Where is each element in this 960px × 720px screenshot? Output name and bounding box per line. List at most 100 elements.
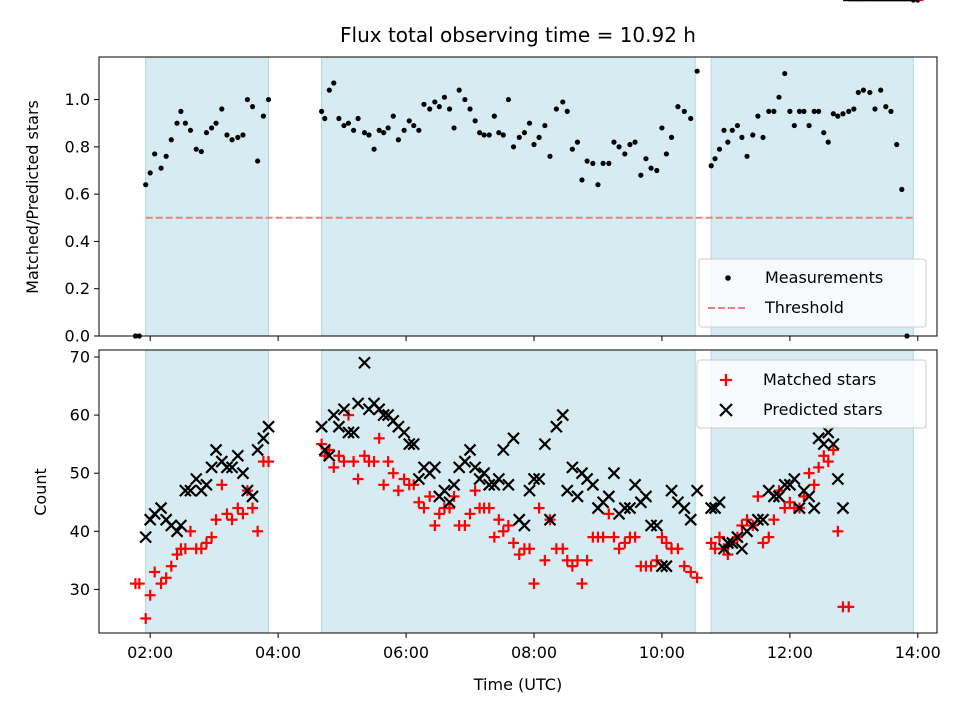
measurement-point (708, 163, 714, 169)
predicted-star-point (179, 484, 192, 497)
matched-star-point (338, 456, 350, 468)
matched-star-point (469, 485, 481, 497)
measurement-point (467, 106, 473, 112)
matched-star-point (803, 467, 815, 479)
measurement-point (385, 125, 391, 131)
x-tick-label: 12:00 (767, 643, 813, 662)
matched-star-point (619, 537, 631, 549)
matched-star-point (392, 485, 404, 497)
predicted-star-point (751, 513, 765, 526)
matched-star-point (133, 578, 145, 590)
legend-label-threshold: Threshold (764, 298, 844, 317)
measurement-point (208, 125, 215, 131)
matched-star-point (768, 514, 780, 526)
matched-star-point (232, 502, 244, 514)
matched-star-point (216, 479, 228, 491)
predicted-star-point (721, 536, 735, 550)
predicted-star-point (821, 426, 835, 439)
matched-star-point (741, 514, 753, 526)
predicted-star-point (735, 542, 749, 556)
predicted-star-point (447, 478, 461, 492)
measurement-point (456, 87, 462, 93)
predicted-star-point (827, 437, 840, 451)
predicted-star-point (209, 443, 223, 457)
bottom-legend: Matched stars Predicted stars (696, 359, 927, 429)
matched-star-point (171, 549, 183, 561)
predicted-star-point (428, 461, 442, 474)
measurement-point (143, 182, 149, 188)
measurement-point (878, 87, 884, 93)
measurement-point (240, 132, 246, 138)
measurement-point (622, 151, 628, 157)
measurement-point (654, 167, 660, 174)
measurement-point (345, 120, 352, 126)
predicted-star-point (492, 472, 506, 486)
measurement-point (451, 125, 457, 131)
measurement-point (198, 148, 204, 155)
chart-title: Flux total observing time = 10.92 h (340, 23, 696, 47)
observing-window (321, 349, 696, 634)
matched-star-point (155, 578, 167, 590)
matched-star-point (557, 543, 569, 555)
measurement-point (760, 134, 766, 140)
matched-star-point (140, 612, 152, 624)
measurement-point (462, 96, 468, 103)
predicted-star-point (772, 490, 786, 503)
measurement-point (331, 80, 337, 86)
measurement-point (729, 127, 735, 133)
predicted-star-point (767, 490, 781, 503)
predicted-star-point (200, 478, 213, 492)
measurement-point (371, 146, 377, 152)
matched-star-point (603, 508, 615, 520)
predicted-star-point (397, 426, 411, 439)
predicted-star-point (560, 484, 574, 497)
measurement-point (229, 137, 235, 143)
matched-star-point (160, 572, 172, 584)
measurement-point (638, 172, 644, 178)
predicted-star-point (347, 426, 360, 439)
matched-star-point (149, 566, 161, 578)
matched-star-point (656, 531, 668, 543)
measurement-point (595, 182, 601, 188)
matched-star-point (597, 531, 609, 543)
measurement-point (791, 122, 797, 129)
measurement-point (395, 137, 401, 143)
matched-star-point (502, 519, 514, 531)
matched-star-point (373, 432, 385, 444)
y-tick-label: 0.6 (65, 185, 90, 204)
predicted-star-point (377, 408, 390, 422)
bottom-x-ticks: 02:00 04:00 06:00 08:00 10:00 12:00 14:00 (127, 633, 941, 662)
x-tick-label: 04:00 (255, 643, 301, 662)
bottom-y-axis-label: Count (31, 468, 50, 516)
measurement-point (675, 104, 681, 110)
predicted-star-point (538, 437, 552, 451)
observing-window (321, 56, 696, 337)
predicted-star-point (788, 472, 801, 486)
predicted-star-point (650, 519, 664, 532)
predicted-star-point (717, 542, 731, 556)
measurement-point (755, 113, 761, 119)
x-axis-label: Time (UTC) (473, 675, 562, 694)
predicted-star-point (477, 466, 491, 480)
matched-star-point (613, 543, 625, 555)
top-legend-box (698, 258, 927, 328)
measurement-point (355, 115, 361, 122)
measurement-point (219, 106, 225, 112)
measurement-point (168, 137, 174, 143)
measurement-point (744, 153, 750, 159)
measurement-point (526, 120, 533, 126)
measurement-point (796, 108, 803, 114)
matched-star-point (779, 502, 791, 514)
measurement-point (152, 151, 158, 157)
x-tick-label: 10:00 (639, 643, 685, 662)
matched-star-point (378, 479, 390, 491)
measurement-point (319, 108, 325, 114)
matched-star-point (722, 549, 734, 561)
predicted-star-point (174, 519, 188, 532)
matched-star-point (561, 554, 573, 566)
measurement-point (361, 130, 368, 136)
measurement-point (721, 127, 727, 133)
predicted-star-point (337, 402, 351, 416)
measurement-point (265, 96, 272, 103)
predicted-star-point (518, 519, 531, 532)
